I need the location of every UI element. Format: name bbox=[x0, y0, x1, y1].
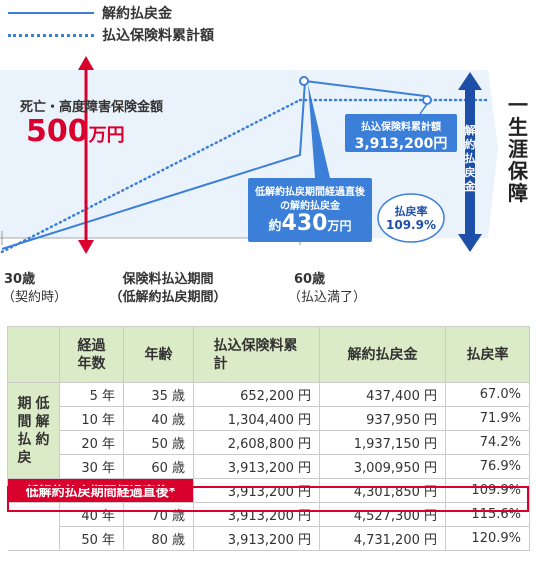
cell-surrender: 1,937,150 円 bbox=[319, 430, 446, 455]
table-row: 期間払戻 低解約 5 年 35 歳 652,200 円 437,400 円 67… bbox=[7, 382, 530, 479]
cell-years: 20 年 bbox=[59, 430, 124, 455]
start-age-note: （契約時） bbox=[2, 290, 68, 305]
cell-rate: 109.9% bbox=[445, 478, 530, 503]
payment-period-label: 保険料払込期間 bbox=[122, 272, 214, 287]
side-label-cell: 期間払戻 低解約 bbox=[7, 382, 60, 479]
side-label: 期間払戻 低解約 bbox=[8, 395, 59, 467]
cell-rate: 74.2% bbox=[445, 430, 530, 455]
cell-rate: 115.6% bbox=[445, 502, 530, 527]
chart-area bbox=[0, 56, 498, 254]
death-benefit-amount: 500万円 bbox=[26, 114, 125, 149]
refund-arrow-head-top bbox=[458, 72, 482, 90]
cell-age: 35 歳 bbox=[123, 382, 194, 407]
side-label-col1: 期間払戻 bbox=[17, 395, 32, 466]
cell-years: 40 年 bbox=[59, 502, 124, 527]
refund-arrow-label: 解約払戻金 bbox=[464, 124, 476, 193]
payment-period-note: （低解約払戻期間） bbox=[109, 290, 227, 305]
death-benefit-label: 死亡・高度障害保険金額 bbox=[20, 100, 164, 115]
cell-surrender: 437,400 円 bbox=[319, 382, 446, 407]
premium-callout-box bbox=[345, 114, 457, 152]
premium-point bbox=[422, 95, 432, 105]
cell-age: 70 歳 bbox=[123, 502, 194, 527]
refund-rate-value: 109.9% bbox=[386, 218, 436, 232]
cell-rate: 120.9% bbox=[445, 526, 530, 551]
death-benefit-unit: 万円 bbox=[88, 125, 125, 146]
premium-callout-amount: 3,913,200円 bbox=[354, 136, 448, 152]
cell-premium: 3,913,200 円 bbox=[193, 454, 320, 479]
refund-rate-label: 払戻率 bbox=[394, 205, 428, 218]
legend-dotted-line bbox=[8, 34, 94, 37]
header-years-text: 経過年数 bbox=[77, 337, 106, 372]
table-row: 20 年 50 歳 2,608,800 円 1,937,150 円 74.2% bbox=[8, 430, 530, 455]
surrender-prefix: 約 bbox=[268, 219, 282, 234]
cell-years: 50 年 bbox=[59, 526, 124, 551]
surrender-callout-box bbox=[248, 178, 372, 242]
surrender-number: 430 bbox=[281, 211, 328, 236]
highlight-label: 低解約払戻期間経過直後* bbox=[7, 478, 194, 503]
header-premium: 払込保険料累計 bbox=[193, 326, 320, 383]
surrender-callout-line2: の解約払戻金 bbox=[280, 201, 340, 212]
header-surrender: 解約払戻金 bbox=[319, 326, 446, 383]
refund-arrow-head-bottom bbox=[458, 234, 482, 252]
cell-premium: 2,608,800 円 bbox=[193, 430, 320, 455]
chart-background bbox=[0, 70, 498, 238]
premium-callout-line bbox=[419, 103, 428, 115]
cell-years: 5 年 bbox=[59, 382, 124, 407]
header-age: 年齢 bbox=[123, 326, 194, 383]
premium-series-line bbox=[0, 98, 302, 254]
cell-side-blank bbox=[7, 526, 60, 551]
death-benefit-number: 500 bbox=[26, 114, 89, 149]
surrender-callout-line1: 低解約払戻期間経過直後 bbox=[255, 187, 365, 198]
cell-premium: 3,913,200 円 bbox=[193, 478, 320, 503]
cell-rate: 71.9% bbox=[445, 406, 530, 431]
surrender-callout-amount: 約430万円 bbox=[248, 211, 372, 236]
death-benefit-arrow-head-bottom bbox=[78, 240, 94, 254]
legend-label-premium: 払込保険料累計額 bbox=[102, 28, 214, 44]
cell-premium: 652,200 円 bbox=[193, 382, 320, 407]
table-row: 50 年 80 歳 3,913,200 円 4,731,200 円 120.9% bbox=[7, 526, 530, 551]
legend-label-surrender: 解約払戻金 bbox=[102, 6, 172, 22]
cell-age: 80 歳 bbox=[123, 526, 194, 551]
surrender-unit: 万円 bbox=[327, 219, 352, 233]
surrender-series-line bbox=[1, 79, 426, 250]
cell-premium: 3,913,200 円 bbox=[193, 502, 320, 527]
table-row: 40 年 70 歳 3,913,200 円 4,527,300 円 115.6% bbox=[7, 502, 530, 527]
table-header-row: 経過年数 年齢 払込保険料累計 解約払戻金 払戻率 bbox=[7, 326, 530, 383]
header-years: 経過年数 bbox=[59, 326, 124, 383]
cell-years: 30 年 bbox=[59, 454, 124, 479]
cell-premium: 3,913,200 円 bbox=[193, 526, 320, 551]
lifetime-coverage-label: 一生涯保障 bbox=[508, 93, 528, 205]
end-age-note: （払込満了） bbox=[288, 290, 367, 305]
death-benefit-arrow-head-top bbox=[78, 56, 94, 70]
surrender-callout-pointer bbox=[308, 84, 330, 178]
cell-surrender: 4,527,300 円 bbox=[319, 502, 446, 527]
cell-surrender: 4,301,850 円 bbox=[319, 478, 446, 503]
header-side-blank bbox=[7, 326, 60, 383]
header-rate: 払戻率 bbox=[445, 326, 530, 383]
cell-surrender: 937,950 円 bbox=[319, 406, 446, 431]
cell-side-blank bbox=[7, 502, 60, 527]
table-row: 30 年 60 歳 3,913,200 円 3,009,950 円 76.9% bbox=[8, 454, 530, 479]
cell-rate: 76.9% bbox=[445, 454, 530, 479]
table-row: 10 年 40 歳 1,304,400 円 937,950 円 71.9% bbox=[8, 406, 530, 431]
legend-solid-line bbox=[8, 12, 94, 14]
cell-surrender: 4,731,200 円 bbox=[319, 526, 446, 551]
cell-age: 40 歳 bbox=[123, 406, 194, 431]
refund-rate-bubble bbox=[377, 193, 445, 243]
header-premium-text: 払込保険料累計 bbox=[213, 337, 298, 372]
end-age-label: 60歳 bbox=[294, 272, 326, 287]
surrender-point-60 bbox=[299, 76, 309, 86]
cell-rate: 67.0% bbox=[445, 382, 530, 407]
start-age-label: 30歳 bbox=[4, 272, 36, 287]
cell-surrender: 3,009,950 円 bbox=[319, 454, 446, 479]
side-label-col2: 低解約 bbox=[35, 395, 50, 448]
cell-age: 50 歳 bbox=[123, 430, 194, 455]
cell-age: 60 歳 bbox=[123, 454, 194, 479]
cell-years: 10 年 bbox=[59, 406, 124, 431]
cell-premium: 1,304,400 円 bbox=[193, 406, 320, 431]
highlight-row: 低解約払戻期間経過直後* 3,913,200 円 4,301,850 円 109… bbox=[7, 478, 530, 503]
surrender-value-table: 経過年数 年齢 払込保険料累計 解約払戻金 払戻率 期間払戻 低解約 5 年 3… bbox=[7, 326, 530, 551]
premium-callout-label: 払込保険料累計額 bbox=[361, 122, 441, 133]
